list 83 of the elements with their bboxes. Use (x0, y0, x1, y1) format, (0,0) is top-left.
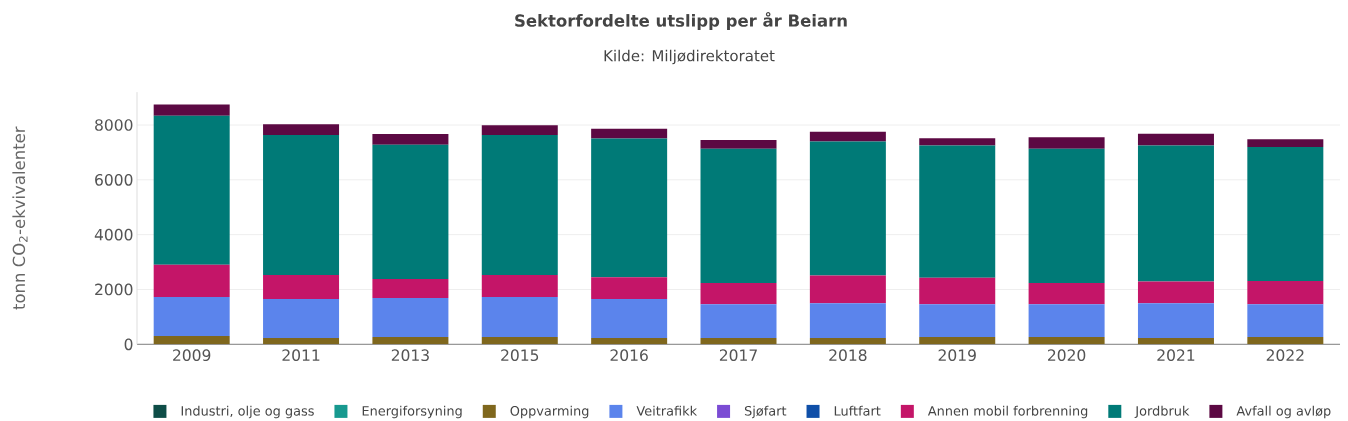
bar (481, 125, 558, 135)
bar (809, 275, 886, 304)
bar (372, 144, 449, 280)
bar (372, 279, 449, 298)
bar (591, 138, 668, 278)
bar (1247, 146, 1324, 281)
chart-subtitle: Kilde: Miljødirektoratet (604, 49, 775, 65)
legend-label: Veitrafikk (636, 405, 698, 416)
bar (1137, 338, 1214, 345)
bar (591, 338, 668, 345)
y-tick-label: 0 (124, 338, 133, 351)
bar (809, 303, 886, 338)
x-tick-label: 2016 (610, 349, 648, 362)
legend-label: Avfall og avløp (1236, 405, 1331, 419)
legend-label: Sjøfart (744, 405, 787, 419)
bar (809, 338, 886, 345)
bar (700, 140, 777, 149)
bar (153, 296, 230, 337)
bar (700, 148, 777, 283)
bar (591, 299, 668, 338)
bar (919, 145, 996, 278)
bar (809, 131, 886, 142)
bar (481, 336, 558, 345)
y-tick-label: 2000 (95, 283, 133, 296)
bar (1137, 145, 1214, 282)
bar (263, 299, 340, 338)
bar (1247, 280, 1324, 305)
x-tick-label: 2017 (719, 349, 757, 362)
bar (1137, 303, 1214, 338)
y-tick-label: 8000 (95, 119, 133, 131)
bar (372, 134, 449, 145)
bar (1247, 336, 1324, 345)
bar (153, 264, 230, 297)
bar (372, 336, 449, 345)
bar (1028, 282, 1105, 305)
bar (919, 304, 996, 337)
bar (919, 336, 996, 345)
bar (263, 124, 340, 135)
bar (1028, 304, 1105, 337)
bar (591, 128, 668, 139)
bar (591, 277, 668, 300)
legend-label: Jordbruk (1134, 405, 1190, 419)
bar (1247, 304, 1324, 337)
bar (1028, 137, 1105, 149)
bar (153, 115, 230, 265)
bar (809, 141, 886, 276)
x-tick-label: 2013 (391, 349, 429, 362)
bar (919, 277, 996, 305)
bar (1247, 139, 1324, 147)
bar (1137, 281, 1214, 304)
bar (700, 282, 777, 305)
y-axis-title: tonn CO$_{2}$-ekvivalenter (12, 126, 28, 310)
bar (481, 274, 558, 297)
legend-label: Annen mobil forbrenning (927, 405, 1088, 419)
bar (481, 296, 558, 337)
x-tick-label: 2022 (1266, 349, 1304, 362)
bar (263, 338, 340, 345)
bar (700, 338, 777, 345)
bar (700, 304, 777, 338)
x-tick-label: 2011 (282, 349, 320, 362)
bar (1028, 336, 1105, 345)
y-tick-label: 6000 (95, 173, 133, 186)
x-tick-label: 2009 (173, 349, 211, 362)
legend-label: Energiforsyning (362, 405, 462, 419)
y-tick-label: 4000 (94, 228, 133, 241)
x-tick-label: 2018 (829, 349, 867, 362)
chart-title: Sektorfordelte utslipp per år Beiarn (515, 11, 847, 31)
bar (372, 297, 449, 337)
x-tick-label: 2021 (1157, 349, 1195, 362)
bar (1028, 148, 1105, 283)
bar (153, 104, 230, 116)
legend-label: Luftfart (834, 405, 881, 416)
legend-label: Industri, olje og gass (181, 405, 314, 419)
bar (153, 336, 230, 345)
bar (1137, 133, 1214, 146)
legend-label: Oppvarming (510, 405, 589, 419)
bar (263, 274, 340, 300)
x-tick-label: 2015 (501, 349, 539, 362)
x-tick-label: 2020 (1048, 349, 1086, 362)
bar (481, 134, 558, 275)
x-tick-label: 2019 (938, 349, 976, 362)
bar (919, 138, 996, 146)
bar (263, 134, 340, 275)
